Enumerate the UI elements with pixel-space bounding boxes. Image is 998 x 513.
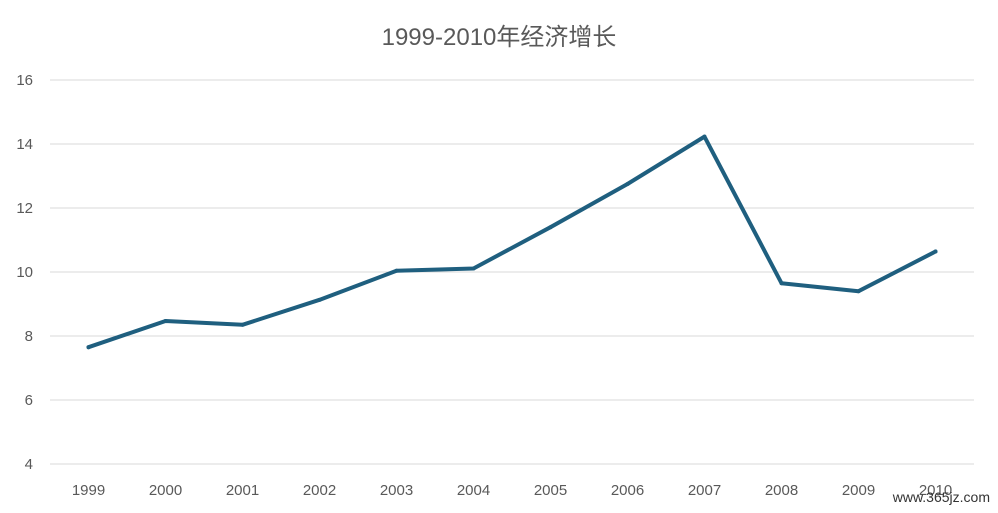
series-layer [86, 134, 938, 350]
x-tick-label: 2006 [611, 482, 644, 499]
x-tick-label: 2000 [149, 482, 182, 499]
data-point [394, 268, 399, 273]
y-tick-label: 12 [16, 200, 33, 217]
grid-lines [50, 79, 974, 465]
y-axis-ticks: 4 6 8 10 12 14 16 [16, 72, 33, 473]
y-tick-label: 8 [25, 328, 33, 345]
x-tick-label: 2008 [765, 482, 798, 499]
y-tick-label: 16 [16, 72, 33, 89]
data-point [240, 322, 245, 327]
data-point [86, 345, 91, 350]
data-point [933, 249, 938, 254]
chart-title: 1999-2010年经济增长 [382, 24, 617, 51]
data-point [163, 318, 168, 323]
x-tick-label: 2004 [457, 482, 490, 499]
x-tick-label: 2002 [303, 482, 336, 499]
x-tick-label: 2005 [534, 482, 567, 499]
data-point [856, 289, 861, 294]
y-tick-label: 6 [25, 392, 33, 409]
watermark-text: www.365jz.com [892, 489, 990, 505]
x-tick-label: 2001 [226, 482, 259, 499]
data-point [779, 281, 784, 286]
y-tick-label: 14 [16, 136, 33, 153]
x-tick-label: 1999 [72, 482, 105, 499]
x-tick-label: 2010 [919, 482, 952, 499]
series-line [86, 134, 938, 350]
data-point [702, 134, 707, 139]
y-tick-label: 10 [16, 264, 33, 281]
x-tick-label: 2003 [380, 482, 413, 499]
x-tick-label: 2009 [842, 482, 875, 499]
data-point [471, 266, 476, 271]
x-tick-label: 2007 [688, 482, 721, 499]
data-point [548, 225, 553, 230]
data-point [317, 297, 322, 302]
data-point [625, 182, 630, 186]
y-tick-label: 4 [25, 456, 33, 473]
x-axis-ticks: 1999 2000 2001 2002 2003 2004 2005 2006 2007 2008… [72, 482, 952, 499]
